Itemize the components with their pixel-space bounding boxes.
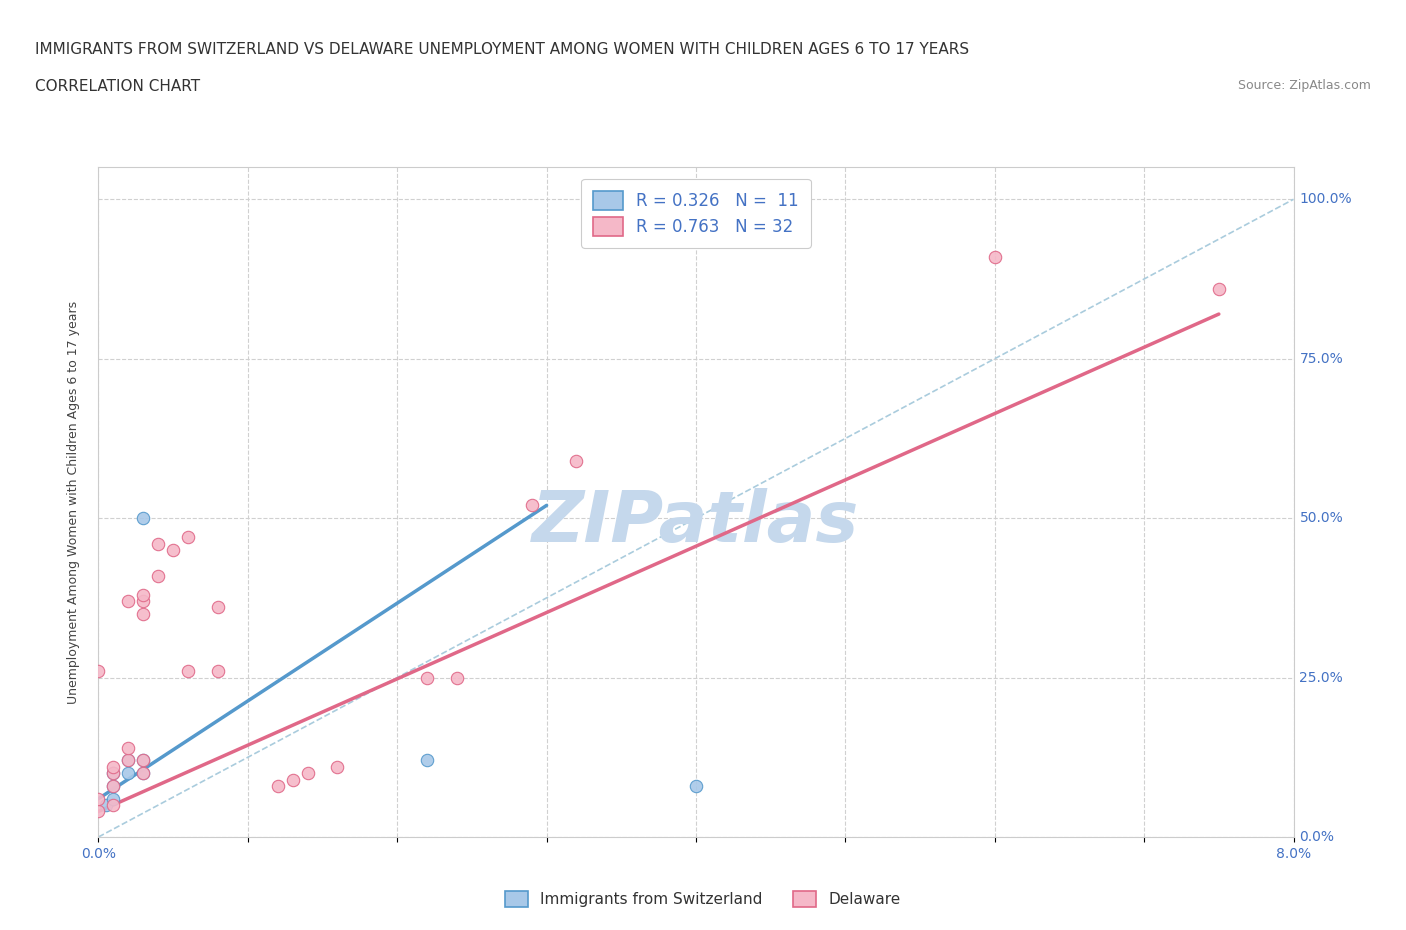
Point: [117, 753, 139, 768]
Point: [117, 753, 139, 768]
Point: [87, 664, 110, 679]
Text: Source: ZipAtlas.com: Source: ZipAtlas.com: [1237, 79, 1371, 92]
Point: [132, 753, 155, 768]
Point: [177, 530, 200, 545]
Text: 75.0%: 75.0%: [1299, 352, 1343, 365]
Text: 25.0%: 25.0%: [1299, 671, 1343, 684]
Point: [103, 778, 125, 793]
Point: [1208, 281, 1230, 296]
Point: [132, 593, 155, 608]
Point: [103, 798, 125, 813]
Point: [117, 765, 139, 780]
Point: [103, 791, 125, 806]
Y-axis label: Unemployment Among Women with Children Ages 6 to 17 years: Unemployment Among Women with Children A…: [67, 300, 80, 704]
Point: [416, 671, 439, 685]
Point: [162, 542, 184, 557]
Legend: R = 0.326   N =  11, R = 0.763   N = 32: R = 0.326 N = 11, R = 0.763 N = 32: [581, 179, 811, 247]
Point: [132, 765, 155, 780]
Text: ZIPatlas: ZIPatlas: [533, 488, 859, 557]
Point: [565, 453, 588, 468]
Point: [117, 593, 139, 608]
Point: [87, 804, 110, 819]
Text: CORRELATION CHART: CORRELATION CHART: [35, 79, 200, 94]
Legend: Immigrants from Switzerland, Delaware: Immigrants from Switzerland, Delaware: [499, 884, 907, 913]
Point: [446, 671, 468, 685]
Point: [685, 778, 707, 793]
Point: [117, 740, 139, 755]
Point: [132, 606, 155, 621]
Point: [177, 664, 200, 679]
Point: [103, 778, 125, 793]
Point: [326, 760, 349, 775]
Point: [416, 753, 439, 768]
Point: [297, 765, 319, 780]
Point: [267, 778, 290, 793]
Point: [132, 753, 155, 768]
Point: [148, 568, 170, 583]
Text: IMMIGRANTS FROM SWITZERLAND VS DELAWARE UNEMPLOYMENT AMONG WOMEN WITH CHILDREN A: IMMIGRANTS FROM SWITZERLAND VS DELAWARE …: [35, 42, 969, 57]
Point: [132, 587, 155, 602]
Point: [520, 498, 543, 512]
Point: [103, 765, 125, 780]
Point: [281, 772, 304, 787]
Point: [207, 664, 229, 679]
Text: 100.0%: 100.0%: [1299, 193, 1353, 206]
Point: [94, 798, 117, 813]
Point: [103, 760, 125, 775]
Point: [207, 600, 229, 615]
Text: 50.0%: 50.0%: [1299, 512, 1343, 525]
Point: [132, 511, 155, 525]
Point: [983, 249, 1005, 264]
Point: [132, 765, 155, 780]
Text: 0.0%: 0.0%: [1299, 830, 1334, 844]
Point: [148, 537, 170, 551]
Point: [87, 791, 110, 806]
Point: [103, 765, 125, 780]
